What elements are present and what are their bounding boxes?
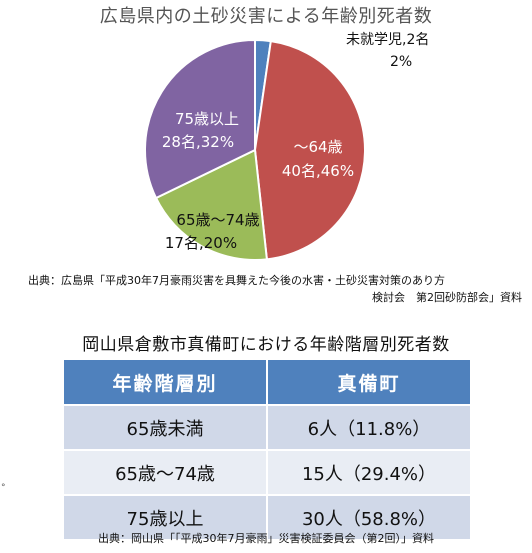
pie-data-label: 65歳～74歳 (176, 211, 259, 229)
table-cell-deaths: 6人（11.8%） (266, 404, 472, 451)
okayama-source-note: 出典：岡山県「「平成30年7月豪雨」災害検証委員会（第2回）」資料 (98, 532, 434, 545)
pie-chart-title: 広島県内の土砂災害による年齢別死者数 (99, 6, 433, 27)
pie-data-label: 未就学児,2名 (346, 32, 429, 48)
hiroshima-source-line1: 出典：広島県「平成30年7月豪雨災害を具舞えた今後の水害・土砂災害対策のあり方 (28, 274, 445, 287)
stray-mark: ° (1, 483, 6, 493)
table-row: 65歳未満 6人（11.8%） (62, 404, 472, 451)
pie-data-label: 2% (390, 54, 412, 70)
pie-data-label: 40名,46% (282, 162, 354, 180)
hiroshima-source-line2: 検討会 第2回砂防部会」資料 (372, 291, 522, 304)
pie-data-label: 75歳以上 (175, 110, 239, 128)
table-row: 75歳以上 30人（58.8%） (62, 494, 472, 541)
pie-data-label: 17名,20% (165, 234, 237, 252)
table-cell-age-group: 75歳以上 (62, 494, 268, 541)
hiroshima-source-note: 出典：広島県「平成30年7月豪雨災害を具舞えた今後の水害・土砂災害対策のあり方 … (28, 272, 528, 306)
pie-slice (154, 148, 268, 261)
column-header-age-group: 年齢階層別 (62, 358, 268, 406)
table-cell-age-group: 65歳～74歳 (62, 449, 268, 496)
table-cell-deaths: 30人（58.8%） (266, 494, 472, 541)
column-header-mabi: 真備町 (266, 358, 472, 406)
pie-data-label: 28名,32% (162, 133, 234, 151)
pie-slice (253, 40, 366, 261)
table-cell-age-group: 65歳未満 (62, 404, 268, 451)
pie-slice (144, 38, 256, 200)
table-header-row: 年齢階層別 真備町 (62, 358, 472, 406)
table-row: 65歳～74歳 15人（29.4%） (62, 449, 472, 496)
table-title: 岡山県倉敷市真備町における年齢階層別死者数 (82, 335, 450, 355)
pie-chart: 未就学児,2名 2% ～64歳 40名,46% 65歳～74歳 17名,20% 75歳以上 2… (144, 32, 429, 261)
age-death-table: 年齢階層別 真備町 65歳未満 6人（11.8%） 65歳～74歳 15人（29… (62, 358, 472, 541)
table-cell-deaths: 15人（29.4%） (266, 449, 472, 496)
pie-data-label: ～64歳 (293, 138, 342, 156)
